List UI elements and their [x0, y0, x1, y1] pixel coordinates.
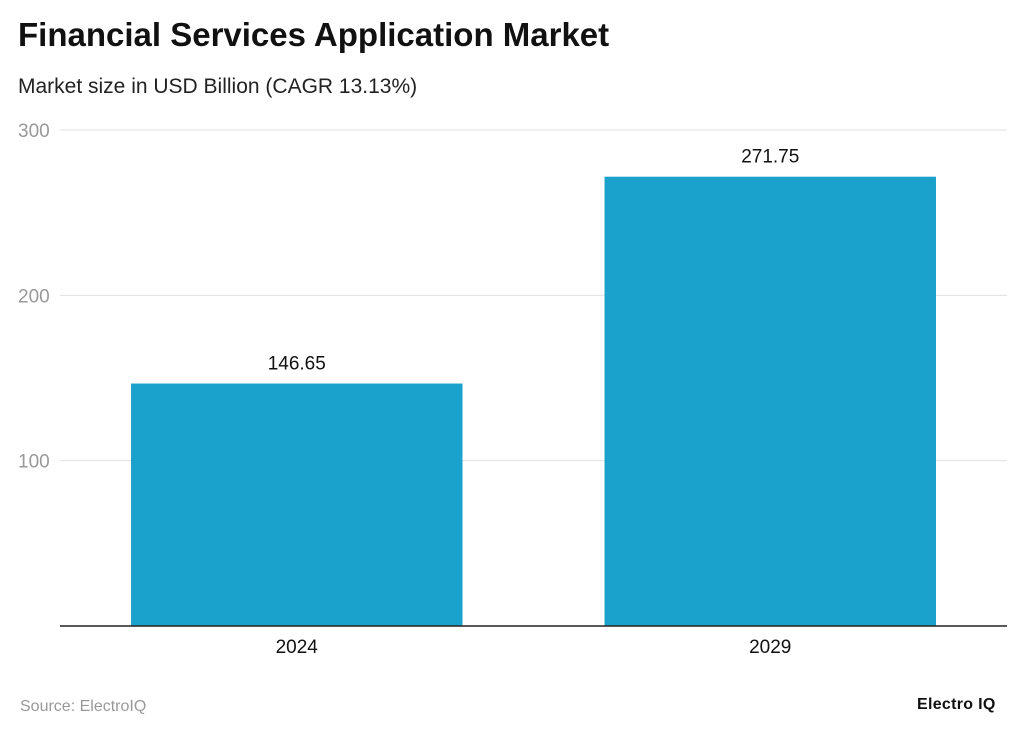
data-label: 271.75: [741, 147, 799, 168]
source-note: Source: ElectroIQ: [20, 698, 147, 715]
bar-2024: [131, 383, 463, 626]
data-label: 146.65: [268, 354, 326, 375]
y-tick-label: 300: [18, 121, 50, 142]
bar-2029: [604, 176, 936, 626]
chart-subtitle: Market size in USD Billion (CAGR 13.13%): [18, 75, 418, 98]
y-tick-label: 100: [18, 452, 50, 473]
x-tick-label: 2029: [749, 637, 791, 658]
y-tick-label: 200: [18, 286, 50, 307]
x-tick-label: 2024: [276, 637, 319, 658]
electroiq-logo: Electro IQ: [917, 696, 996, 713]
chart-title: Financial Services Application Market: [18, 16, 610, 53]
